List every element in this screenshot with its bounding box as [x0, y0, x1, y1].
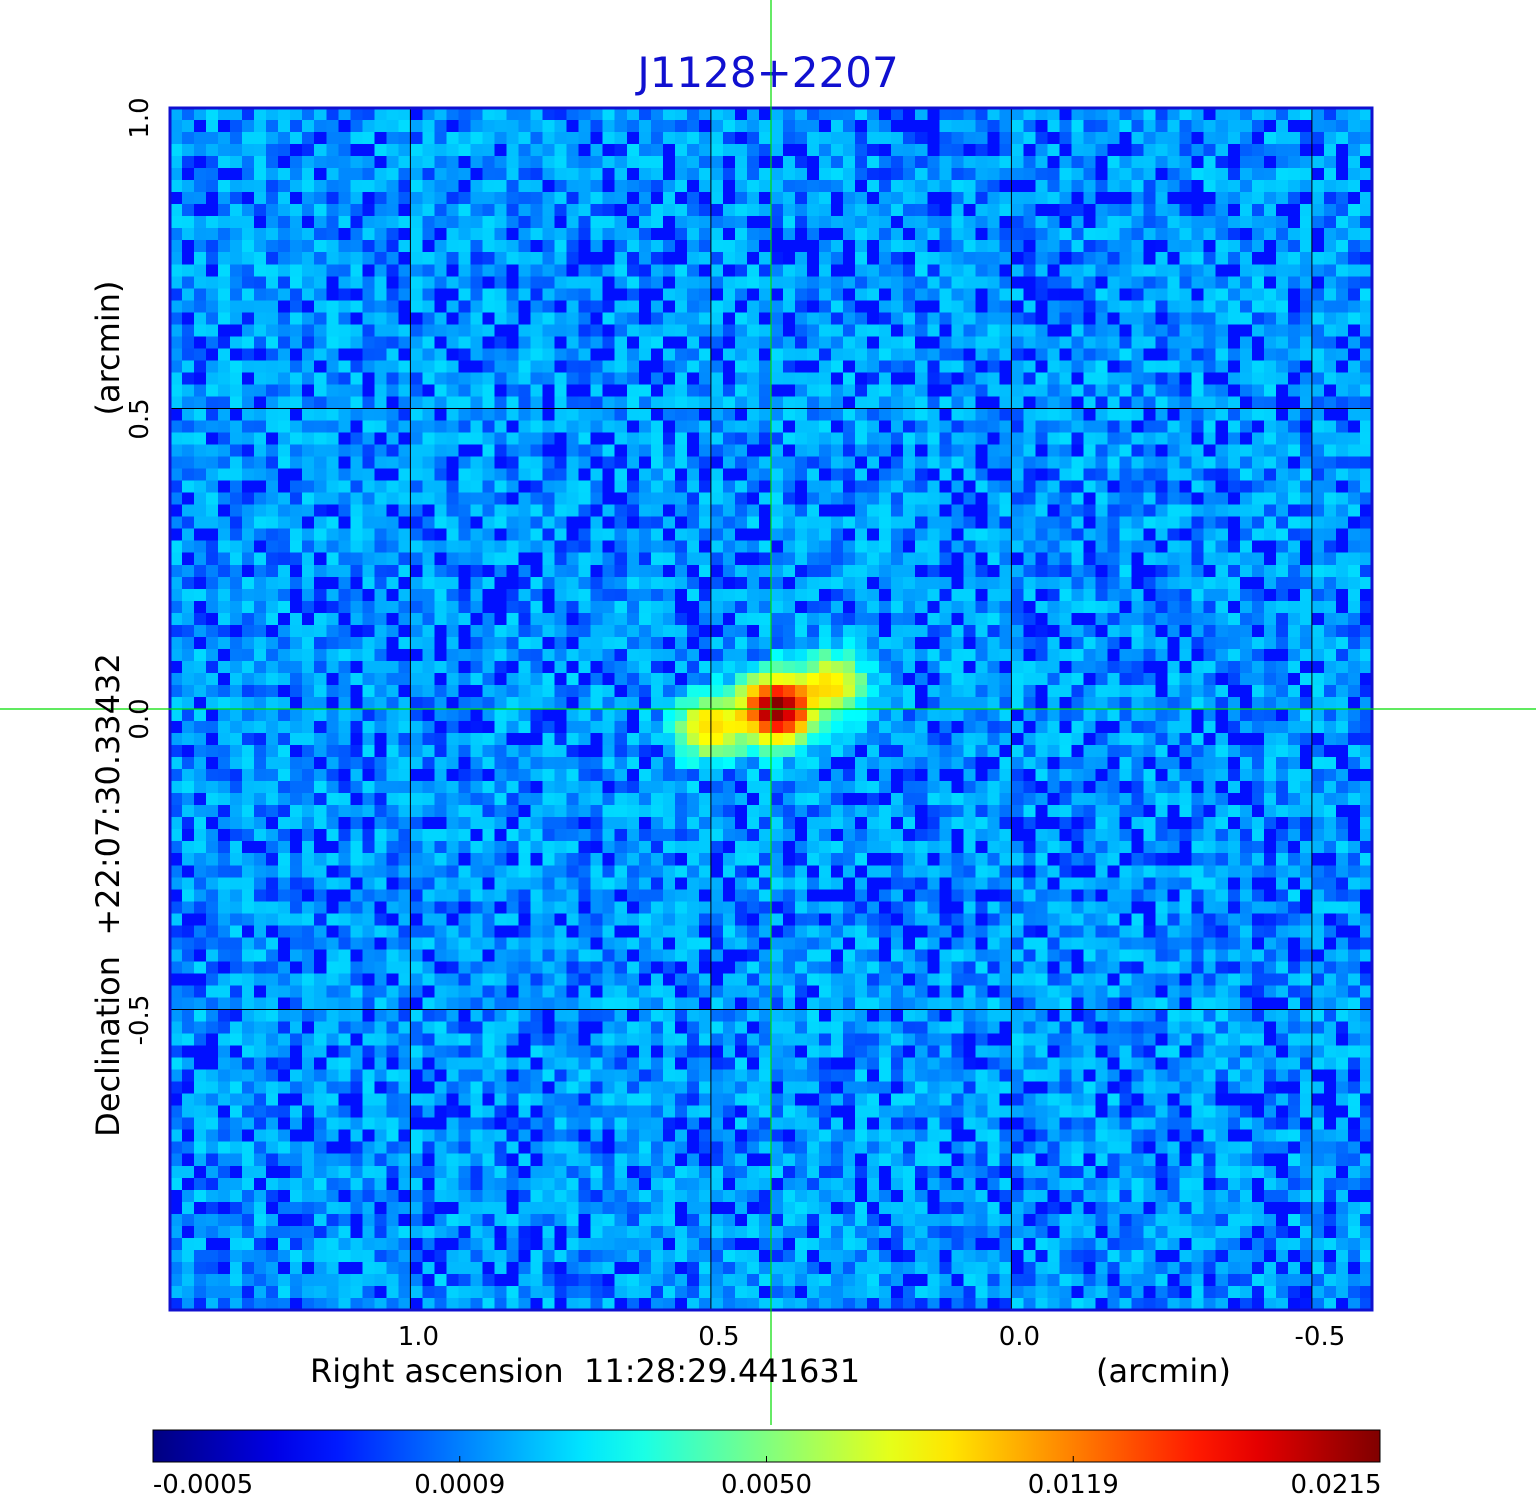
y-tick-label: -0.5 — [125, 994, 155, 1045]
y-tick-label: 0.0 — [125, 698, 155, 739]
x-axis-label: Right ascension 11:28:29.441631 — [310, 1352, 860, 1390]
y-axis-unit: (arcmin) — [89, 281, 127, 416]
colorbar-tick-label: 0.0215 — [1291, 1470, 1382, 1500]
colorbar-tick-label: -0.0005 — [153, 1470, 253, 1500]
x-tick-label: 0.0 — [999, 1322, 1040, 1352]
y-tick-label: 0.5 — [125, 398, 155, 439]
x-tick-label: 1.0 — [398, 1322, 439, 1352]
x-tick-label: 0.5 — [698, 1322, 739, 1352]
x-axis-unit: (arcmin) — [1096, 1352, 1231, 1390]
x-tick-label: -0.5 — [1295, 1322, 1346, 1352]
colorbar-tick-label: 0.0050 — [721, 1470, 812, 1500]
y-axis-label: Declination +22:07:30.33432 — [89, 653, 127, 1137]
colorbar-tick-label: 0.0009 — [414, 1470, 505, 1500]
y-tick-label: 1.0 — [125, 97, 155, 138]
colorbar-tick-label: 0.0119 — [1028, 1470, 1119, 1500]
